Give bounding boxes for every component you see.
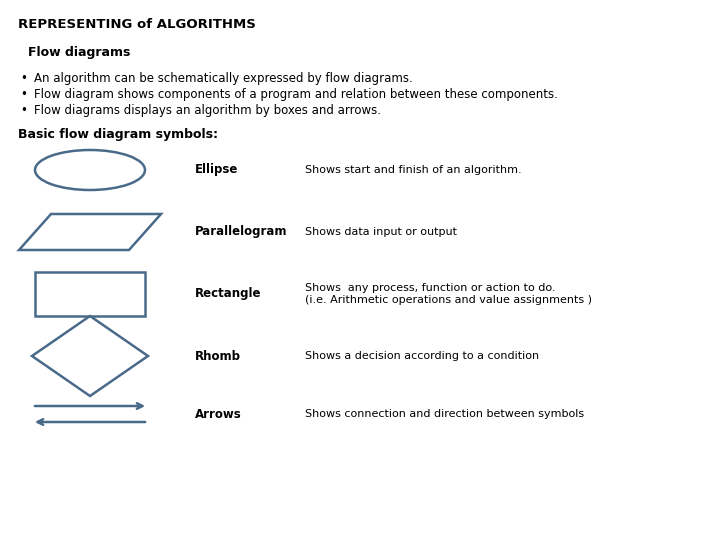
Text: Flow diagrams displays an algorithm by boxes and arrows.: Flow diagrams displays an algorithm by b…: [34, 104, 381, 117]
Text: Shows connection and direction between symbols: Shows connection and direction between s…: [305, 409, 584, 419]
Text: Shows data input or output: Shows data input or output: [305, 227, 457, 237]
Text: Parallelogram: Parallelogram: [195, 226, 287, 239]
Text: Ellipse: Ellipse: [195, 164, 238, 177]
Text: Arrows: Arrows: [195, 408, 242, 421]
Text: Flow diagrams: Flow diagrams: [28, 46, 130, 59]
Text: Shows a decision according to a condition: Shows a decision according to a conditio…: [305, 351, 539, 361]
Text: An algorithm can be schematically expressed by flow diagrams.: An algorithm can be schematically expres…: [34, 72, 413, 85]
Text: Basic flow diagram symbols:: Basic flow diagram symbols:: [18, 128, 218, 141]
Bar: [35, 272, 145, 316]
Text: •: •: [20, 88, 27, 101]
Text: Flow diagram shows components of a program and relation between these components: Flow diagram shows components of a progr…: [34, 88, 558, 101]
Text: •: •: [20, 104, 27, 117]
Text: •: •: [20, 72, 27, 85]
Text: Shows  any process, function or action to do.
(i.e. Arithmetic operations and va: Shows any process, function or action to…: [305, 283, 592, 305]
Text: REPRESENTING of ALGORITHMS: REPRESENTING of ALGORITHMS: [18, 18, 256, 31]
Text: Shows start and finish of an algorithm.: Shows start and finish of an algorithm.: [305, 165, 521, 175]
Text: Rhomb: Rhomb: [195, 349, 241, 362]
Text: Rectangle: Rectangle: [195, 287, 261, 300]
